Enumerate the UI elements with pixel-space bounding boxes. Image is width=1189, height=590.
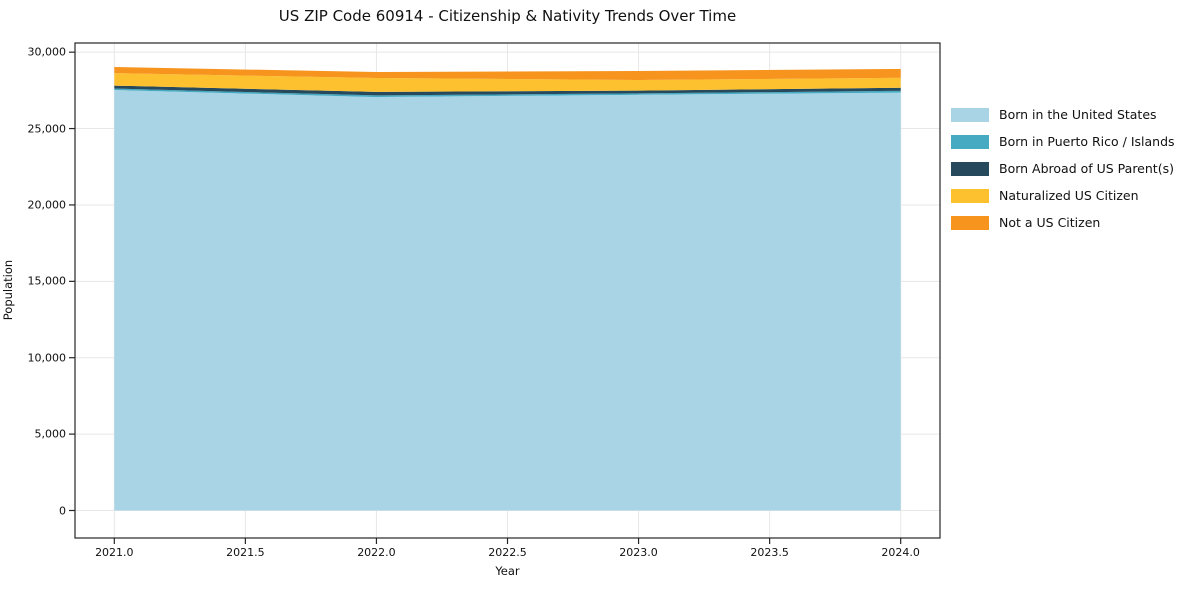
area-not-a-us-citizen — [114, 66, 901, 80]
x-tick-label: 2021.0 — [95, 546, 134, 559]
legend-label: Born Abroad of US Parent(s) — [999, 161, 1174, 176]
y-tick-label: 25,000 — [27, 122, 67, 136]
y-tick-label: 15,000 — [27, 274, 67, 288]
legend-item-born-in-the-united-states: Born in the United States — [951, 101, 1175, 128]
legend-swatch — [951, 188, 989, 203]
legend-label: Born in Puerto Rico / Islands — [999, 134, 1175, 149]
legend-swatch — [951, 215, 989, 230]
x-tick-label: 2024.0 — [881, 546, 920, 559]
legend-item-born-in-puerto-rico-islands: Born in Puerto Rico / Islands — [951, 128, 1175, 155]
x-tick-label: 2022.5 — [488, 546, 527, 559]
legend-swatch — [951, 134, 989, 149]
x-tick-label: 2023.5 — [750, 546, 789, 559]
legend-label: Born in the United States — [999, 107, 1157, 122]
legend-swatch — [951, 107, 989, 122]
area-born-abroad-of-us-parent-s — [114, 85, 901, 96]
y-tick-label: 30,000 — [27, 45, 67, 59]
x-tick-label: 2023.0 — [619, 546, 658, 559]
y-tick-label: 20,000 — [27, 198, 67, 212]
x-tick-label: 2021.5 — [226, 546, 265, 559]
chart-title: US ZIP Code 60914 - Citizenship & Nativi… — [278, 7, 737, 25]
x-tick-label: 2022.0 — [357, 546, 396, 559]
legend-swatch — [951, 161, 989, 176]
chart-legend: Born in the United States Born in Puerto … — [951, 101, 1175, 236]
area-born-in-the-united-states — [114, 90, 901, 511]
legend-item-not-a-us-citizen: Not a US Citizen — [951, 209, 1175, 236]
legend-item-naturalized-us-citizen: Naturalized US Citizen — [951, 182, 1175, 209]
x-axis-label: Year — [495, 564, 520, 578]
legend-item-born-abroad-of-us-parent-s: Born Abroad of US Parent(s) — [951, 155, 1175, 182]
y-tick-label: 5,000 — [34, 427, 67, 441]
y-tick-label: 0 — [59, 504, 66, 517]
legend-label: Naturalized US Citizen — [999, 188, 1139, 203]
y-tick-label: 10,000 — [27, 351, 67, 365]
area-born-in-puerto-rico-islands — [114, 88, 901, 98]
legend-label: Not a US Citizen — [999, 215, 1101, 230]
area-naturalized-us-citizen — [114, 73, 901, 92]
